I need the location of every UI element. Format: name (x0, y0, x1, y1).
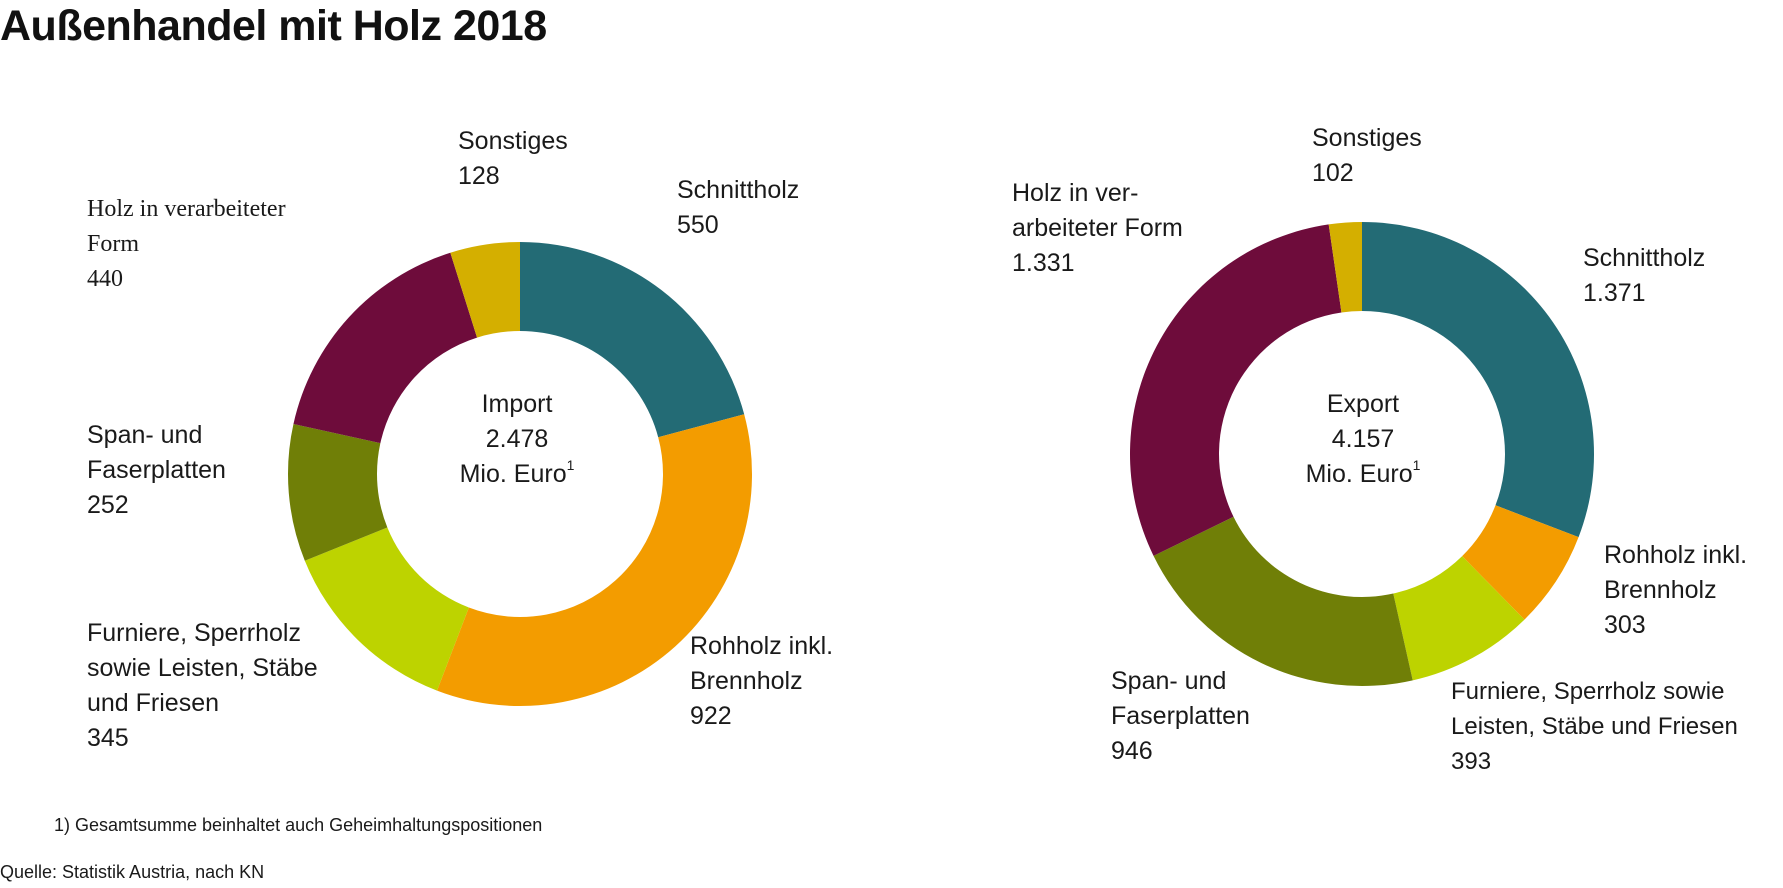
label-line: Holz in ver- (1012, 179, 1139, 207)
label-line: Brennholz (690, 667, 803, 695)
data-label: 946 (1111, 737, 1153, 765)
export-label-rohholz: Rohholz inkl. Brennholz 303 (1604, 538, 1747, 643)
label-line: Form (87, 231, 140, 257)
export-slice-span (1153, 516, 1413, 687)
import-center-unit: Mio. Euro (459, 460, 567, 488)
label-line: Faserplatten (87, 456, 226, 484)
import-label-furniere: Furniere, Sperrholz sowie Leisten, Stäbe… (87, 616, 318, 756)
export-slice-sonstiges (1328, 222, 1362, 313)
export-center-total: 4.157 (1331, 425, 1395, 453)
export-center-unit-line: Mio. Euro1 (1243, 457, 1483, 492)
label-line: arbeiteter Form (1012, 214, 1183, 242)
label-line: Schnittholz (677, 176, 800, 204)
import-center-label: Import 2.478 Mio. Euro1 (397, 387, 637, 492)
export-label-schnittholz: Schnittholz 1.371 (1583, 241, 1705, 311)
export-label-holz-verarbeitet: Holz in ver- arbeiteter Form 1.331 (1012, 176, 1183, 281)
data-label: 393 (1451, 748, 1492, 775)
label-line: Leisten, Stäbe und Friesen (1451, 713, 1738, 740)
import-label-span: Span- und Faserplatten 252 (87, 418, 226, 523)
data-label: 1.371 (1583, 279, 1646, 307)
export-label-span: Span- und Faserplatten 946 (1111, 664, 1250, 769)
label-line: Faserplatten (1111, 702, 1250, 730)
import-donut (288, 242, 752, 706)
footnote: 1) Gesamtsumme beinhaltet auch Geheimhal… (54, 815, 543, 835)
label-line: Brennholz (1604, 576, 1717, 604)
data-label: 345 (87, 724, 129, 752)
export-slice-holz_verarbeitet (1130, 224, 1342, 556)
import-slice-rohholz (437, 414, 752, 706)
export-center-footnote-mark: 1 (1412, 457, 1421, 473)
label-line: Furniere, Sperrholz (87, 619, 301, 647)
import-label-rohholz: Rohholz inkl. Brennholz 922 (690, 629, 833, 734)
import-label-holz-verarbeitet: Holz in verarbeiteter Form 440 (87, 192, 286, 297)
import-center-title: Import (481, 390, 553, 418)
export-center-label: Export 4.157 Mio. Euro1 (1243, 387, 1483, 492)
data-label: 252 (87, 491, 129, 519)
source-note: Quelle: Statistik Austria, nach KN (0, 862, 265, 882)
export-label-sonstiges: Sonstiges 102 (1312, 121, 1422, 191)
page-title: Außenhandel mit Holz 2018 (0, 2, 547, 50)
label-line: Rohholz inkl. (690, 632, 834, 660)
label-line: Schnittholz (1583, 244, 1706, 272)
data-label: 102 (1312, 159, 1354, 187)
export-center-title: Export (1326, 390, 1400, 418)
data-label: 1.331 (1012, 249, 1075, 277)
import-label-sonstiges: Sonstiges 128 (458, 124, 568, 194)
import-center-footnote-mark: 1 (566, 457, 575, 473)
export-slice-furniere (1393, 556, 1525, 681)
data-label: 922 (690, 702, 732, 730)
label-line: und Friesen (87, 689, 220, 717)
import-slice-sonstiges (450, 242, 520, 338)
export-slice-schnittholz (1362, 222, 1594, 538)
export-donut (1130, 222, 1594, 687)
label-line: Furniere, Sperrholz sowie (1451, 678, 1725, 705)
data-label: 128 (458, 162, 500, 190)
import-slice-schnittholz (520, 242, 745, 438)
label-line: Rohholz inkl. (1604, 541, 1748, 569)
import-center-unit-line: Mio. Euro1 (397, 457, 637, 492)
label-line: Sonstiges (458, 127, 568, 155)
label-line: Span- und (87, 421, 203, 449)
export-slice-rohholz (1462, 505, 1579, 620)
label-line: Span- und (1111, 667, 1227, 695)
export-label-furniere: Furniere, Sperrholz sowie Leisten, Stäbe… (1451, 674, 1738, 779)
label-line: Holz in verarbeiteter (87, 196, 286, 222)
import-center-total: 2.478 (485, 425, 549, 453)
import-label-schnittholz: Schnittholz 550 (677, 173, 799, 243)
import-slice-holz_verarbeitet (293, 252, 478, 444)
label-line: sowie Leisten, Stäbe (87, 654, 318, 682)
label-line: Sonstiges (1312, 124, 1422, 152)
import-slice-furniere (304, 527, 469, 691)
import-slice-span (288, 423, 388, 561)
data-label: 440 (87, 266, 123, 292)
export-center-unit: Mio. Euro (1305, 460, 1413, 488)
data-label: 550 (677, 211, 719, 239)
data-label: 303 (1604, 611, 1646, 639)
